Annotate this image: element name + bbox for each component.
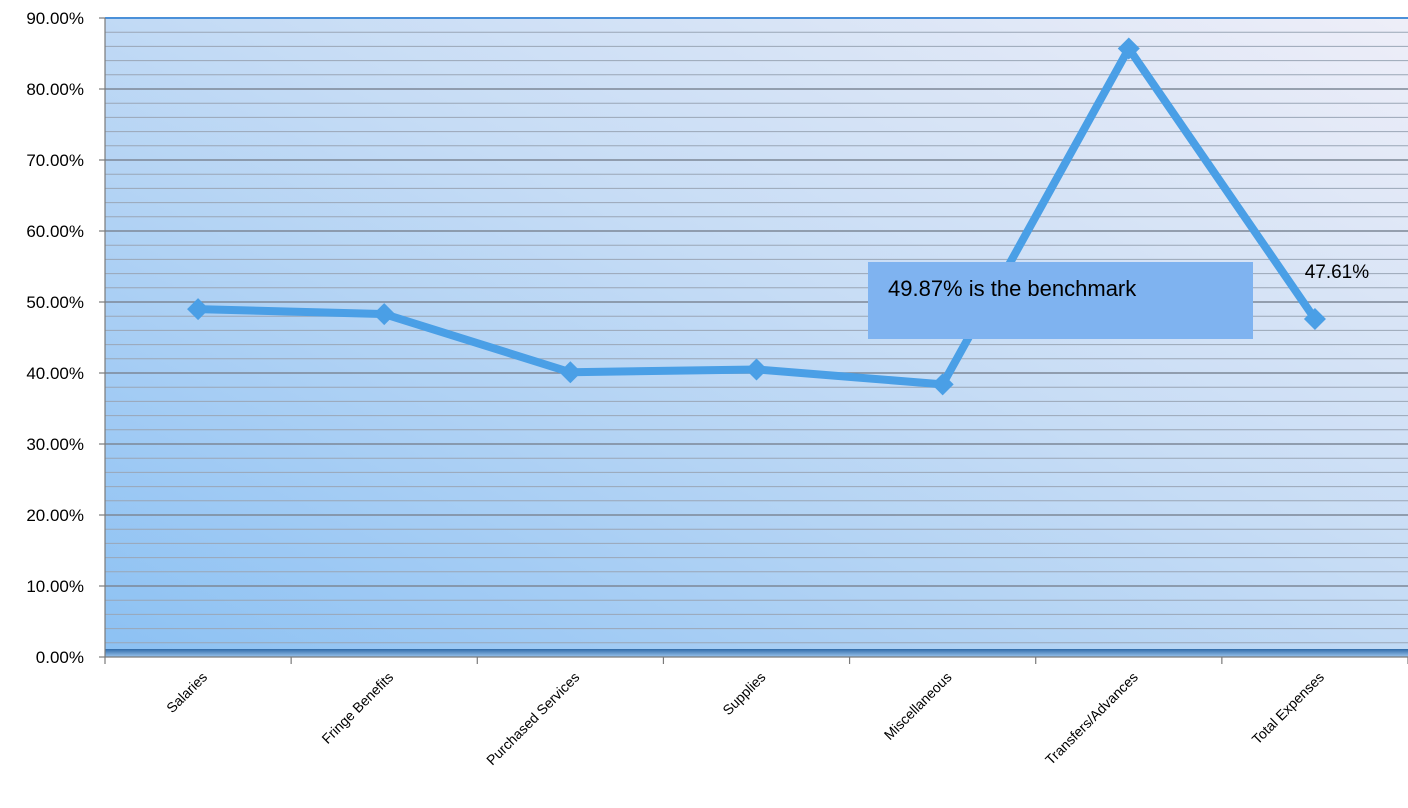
x-tick-label: Miscellaneous — [881, 669, 955, 743]
y-tick-label: 30.00% — [26, 435, 84, 454]
y-tick-label: 50.00% — [26, 293, 84, 312]
y-tick-label: 0.00% — [36, 648, 84, 667]
y-tick-label: 70.00% — [26, 151, 84, 170]
x-tick-label: Total Expenses — [1249, 669, 1327, 747]
plot-base-band — [105, 649, 1408, 657]
data-point-marker — [373, 303, 396, 326]
y-tick-label: 60.00% — [26, 222, 84, 241]
x-axis-ticks: Salaries Fringe Benefits Purchased Service… — [104, 657, 1408, 768]
data-point-marker — [931, 373, 954, 396]
major-gridlines — [105, 88, 1408, 587]
data-point-marker — [745, 358, 768, 381]
benchmark-callout-text: 49.87% is the benchmark — [888, 276, 1137, 301]
data-label: 47.61% — [1305, 262, 1370, 283]
x-tick-label: Transfers/Advances — [1042, 669, 1141, 768]
x-tick-label: Purchased Services — [483, 669, 582, 768]
data-point-marker — [1303, 307, 1326, 330]
data-point-marker — [187, 298, 210, 321]
y-tick-label: 20.00% — [26, 506, 84, 525]
x-tick-label: Supplies — [719, 669, 768, 718]
x-tick-label: Fringe Benefits — [318, 669, 396, 747]
y-tick-label: 10.00% — [26, 577, 84, 596]
y-axis-ticks: 0.00% 10.00% 20.00% 30.00% 40.00% 50.00% 60.00… — [26, 9, 105, 667]
y-tick-label: 90.00% — [26, 9, 84, 28]
data-labels: 47.61% — [1305, 262, 1370, 283]
series-group — [187, 37, 1326, 396]
benchmark-callout: 49.87% is the benchmark — [868, 262, 1253, 339]
y-tick-label: 40.00% — [26, 364, 84, 383]
data-point-marker — [1117, 37, 1140, 60]
data-point-marker — [559, 361, 582, 384]
x-tick-label: Salaries — [163, 669, 210, 716]
y-tick-label: 80.00% — [26, 80, 84, 99]
